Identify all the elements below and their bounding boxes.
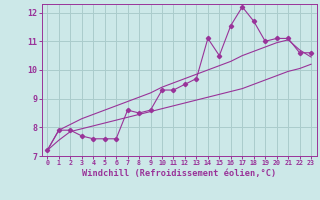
X-axis label: Windchill (Refroidissement éolien,°C): Windchill (Refroidissement éolien,°C) <box>82 169 276 178</box>
